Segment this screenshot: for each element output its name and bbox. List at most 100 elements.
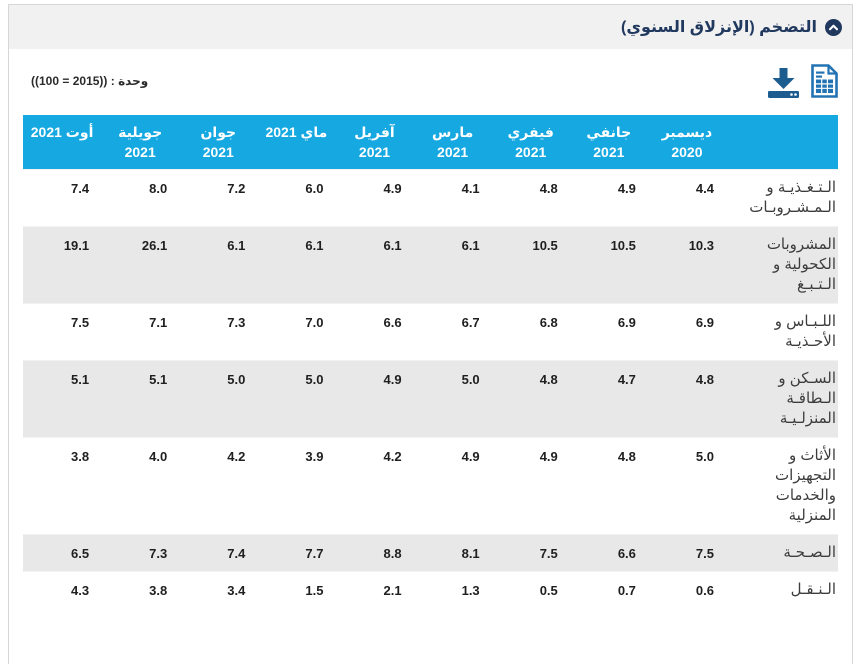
- inflation-panel: التضخم (الإنزلاق السنوي): [8, 4, 853, 664]
- table-row: الأثاث و التجهيزات والخدمات المنزلية 5.0 4…: [23, 437, 838, 534]
- month-column-header: جانفي 2021: [569, 115, 648, 169]
- value-cell: 5.1: [149, 371, 168, 387]
- month-column-header: جويلية 2021: [101, 115, 180, 169]
- value-cell: 2.1: [383, 582, 402, 598]
- value-cell: 7.1: [149, 314, 168, 330]
- value-cell: 1.3: [461, 582, 480, 598]
- month-column-header: مارس 2021: [413, 115, 492, 169]
- month-column-header: ديسمبر 2020: [647, 115, 726, 169]
- value-cell: 5.0: [227, 371, 246, 387]
- value-cell: 7.3: [227, 314, 246, 330]
- value-cell: 4.3: [71, 582, 90, 598]
- value-cell: 3.8: [149, 582, 168, 598]
- value-cell: 5.0: [461, 371, 480, 387]
- month-column-header: جوان 2021: [179, 115, 258, 169]
- value-cell: 0.6: [695, 582, 714, 598]
- category-row-label: الـنـقـل: [790, 580, 836, 598]
- panel-title: التضخم (الإنزلاق السنوي): [621, 19, 817, 36]
- value-cell: 4.9: [461, 448, 480, 464]
- table-body: الـتـغـذيـة و الـمـشـروبـات 4.4 4.9 4.8 4.1 4…: [23, 169, 838, 608]
- table-row: الـنـقـل 0.6 0.7 0.5 1.3 2.1 1.5 3.4 3.8 4.3: [23, 571, 838, 608]
- value-cell: 4.7: [617, 371, 636, 387]
- value-cell: 10.5: [532, 237, 558, 253]
- value-cell: 4.4: [695, 180, 714, 196]
- value-cell: 4.8: [617, 448, 636, 464]
- panel-collapse-toggle[interactable]: التضخم (الإنزلاق السنوي): [621, 17, 842, 37]
- value-cell: 5.0: [305, 371, 324, 387]
- inflation-table-wrap: ديسمبر 2020 جانفي 2021 فيفري 2021 مارس 2021…: [23, 115, 838, 608]
- value-cell: 6.9: [695, 314, 714, 330]
- toolbar-icons: [767, 64, 838, 98]
- value-cell: 1.5: [305, 582, 324, 598]
- value-cell: 4.8: [539, 180, 558, 196]
- table-row: اللـبـاس و الأحـذيـة 6.9 6.9 6.8 6.7 6.6 7.0 7.…: [23, 303, 838, 360]
- panel-header: التضخم (الإنزلاق السنوي): [9, 5, 852, 49]
- value-cell: 6.6: [383, 314, 402, 330]
- value-cell: 3.8: [71, 448, 90, 464]
- value-cell: 4.2: [383, 448, 402, 464]
- value-cell: 7.5: [539, 545, 558, 561]
- value-cell: 4.8: [695, 371, 714, 387]
- value-cell: 19.1: [63, 237, 90, 253]
- value-cell: 7.4: [71, 180, 90, 196]
- value-cell: 0.7: [617, 582, 636, 598]
- value-cell: 6.5: [71, 545, 90, 561]
- table-header-row: ديسمبر 2020 جانفي 2021 فيفري 2021 مارس 2021…: [23, 115, 838, 169]
- value-cell: 26.1: [141, 237, 168, 253]
- value-cell: 10.5: [610, 237, 636, 253]
- month-column-header: ماي 2021: [257, 115, 336, 169]
- category-row-label: اللـبـاس و الأحـذيـة: [774, 312, 836, 350]
- value-cell: 8.1: [461, 545, 480, 561]
- inflation-table: ديسمبر 2020 جانفي 2021 فيفري 2021 مارس 2021…: [23, 115, 838, 608]
- chevron-up-circle-icon[interactable]: [825, 18, 842, 36]
- value-cell: 8.0: [149, 180, 168, 196]
- month-column-header: فيفري 2021: [491, 115, 570, 169]
- value-cell: 6.8: [539, 314, 558, 330]
- value-cell: 4.9: [383, 371, 402, 387]
- value-cell: 6.0: [305, 180, 324, 196]
- value-cell: 5.0: [695, 448, 714, 464]
- value-cell: 4.8: [539, 371, 558, 387]
- export-table-icon[interactable]: [811, 64, 838, 98]
- category-row-label: الـصـحـة: [783, 543, 836, 561]
- value-cell: 6.7: [461, 314, 480, 330]
- value-cell: 4.9: [617, 180, 636, 196]
- value-cell: 3.9: [305, 448, 324, 464]
- unit-label: وحدة : ((2015 = 100)): [31, 74, 149, 88]
- value-cell: 7.4: [227, 545, 246, 561]
- value-cell: 7.3: [149, 545, 168, 561]
- value-cell: 4.9: [539, 448, 558, 464]
- value-cell: 6.6: [617, 545, 636, 561]
- category-row-label: السـكن و الـطاقـة المنزلـيـة: [778, 369, 836, 427]
- value-cell: 4.2: [227, 448, 246, 464]
- category-row-label: الأثاث و التجهيزات والخدمات المنزلية: [775, 446, 836, 524]
- month-column-header: أوت 2021: [23, 115, 102, 169]
- value-cell: 6.1: [227, 237, 246, 253]
- value-cell: 8.8: [383, 545, 402, 561]
- value-cell: 6.9: [617, 314, 636, 330]
- value-cell: 5.1: [71, 371, 90, 387]
- value-cell: 4.0: [149, 448, 168, 464]
- value-cell: 7.2: [227, 180, 246, 196]
- value-cell: 7.5: [71, 314, 90, 330]
- toolbar: وحدة : ((2015 = 100)): [9, 49, 852, 113]
- table-row: الـصـحـة 7.5 6.6 7.5 8.1 8.8 7.7 7.4 7.3 6.5: [23, 534, 838, 571]
- table-row: السـكن و الـطاقـة المنزلـيـة 4.8 4.7 4.8 5.0…: [23, 360, 838, 437]
- download-icon[interactable]: [767, 68, 800, 98]
- category-row-label: المشروبات الكحولية و الـتـبـغ: [766, 235, 836, 293]
- value-cell: 3.4: [227, 582, 246, 598]
- table-row: الـتـغـذيـة و الـمـشـروبـات 4.4 4.9 4.8 4.1 4…: [23, 169, 838, 226]
- value-cell: 6.1: [305, 237, 324, 253]
- table-row: المشروبات الكحولية و الـتـبـغ 10.3 10.5 10.…: [23, 226, 838, 303]
- value-cell: 7.7: [305, 545, 324, 561]
- value-cell: 4.1: [461, 180, 480, 196]
- value-cell: 6.1: [461, 237, 480, 253]
- value-cell: 10.3: [688, 237, 714, 253]
- value-cell: 6.1: [383, 237, 402, 253]
- value-cell: 4.9: [383, 180, 402, 196]
- value-cell: 7.0: [305, 314, 324, 330]
- category-column-header: [726, 115, 838, 169]
- value-cell: 0.5: [539, 582, 558, 598]
- value-cell: 7.5: [695, 545, 714, 561]
- month-column-header: آفريل 2021: [335, 115, 414, 169]
